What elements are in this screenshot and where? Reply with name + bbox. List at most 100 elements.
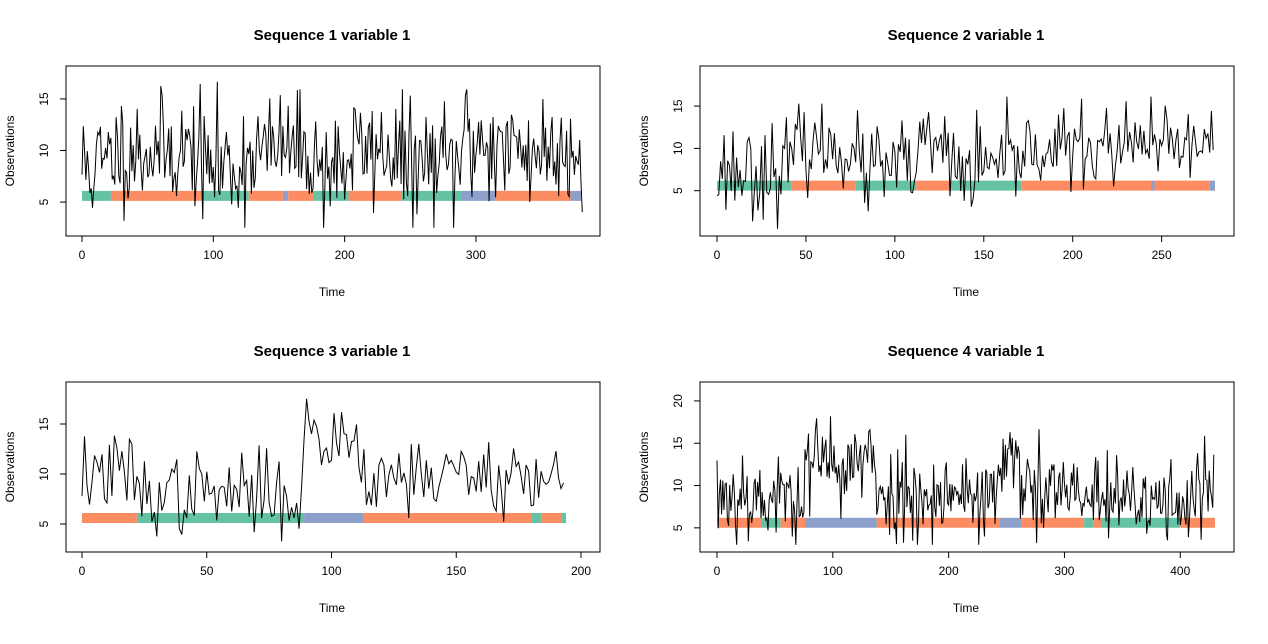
x-tick-label: 100: [203, 248, 223, 262]
observation-line: [716, 416, 1215, 545]
x-tick-label: 50: [200, 564, 214, 578]
y-tick-label: 20: [671, 394, 685, 408]
observation-line: [81, 398, 564, 542]
x-tick-label: 200: [939, 564, 959, 578]
x-tick-label: 0: [714, 564, 721, 578]
state-segment: [363, 513, 532, 523]
x-tick-label: 200: [571, 564, 591, 578]
y-axis-label: Observations: [3, 432, 17, 503]
y-tick-label: 10: [37, 467, 51, 481]
x-axis: 0 50 100 150 200: [79, 551, 591, 578]
x-axis: 0 100 200 300: [79, 235, 486, 262]
y-axis: 5 10 15 20: [671, 394, 701, 531]
x-tick-label: 100: [321, 564, 341, 578]
x-tick-label: 0: [79, 564, 86, 578]
state-segment: [461, 190, 496, 201]
observation-line: [81, 81, 583, 228]
state-segment: [248, 190, 283, 201]
y-tick-label: 15: [671, 99, 685, 113]
x-axis-label: Time: [953, 285, 980, 299]
state-segment: [1150, 180, 1155, 191]
x-axis-label: Time: [319, 601, 346, 615]
state-segment: [805, 517, 877, 528]
x-tick-label: 400: [1170, 564, 1190, 578]
state-segment: [531, 513, 542, 523]
state-segment: [1084, 517, 1094, 528]
chart-title: Sequence 1 variable 1: [254, 27, 411, 44]
state-segment: [791, 180, 856, 191]
state-segment: [495, 190, 571, 201]
state-segment: [999, 517, 1022, 528]
state-segment: [761, 517, 781, 528]
state-segment: [136, 513, 305, 523]
chart-title: Sequence 3 variable 1: [254, 343, 411, 360]
state-segment: [916, 180, 950, 191]
y-axis: 5 10 15: [37, 417, 67, 527]
panel-sequence-4: Sequence 4 variable 1 0 100 200 300 400 5 10 1…: [637, 343, 1235, 615]
state-segment: [1021, 517, 1085, 528]
y-axis-label: Observations: [637, 432, 651, 503]
x-tick-label: 0: [79, 248, 86, 262]
chart-title: Sequence 2 variable 1: [888, 27, 1045, 44]
x-tick-label: 250: [1152, 248, 1172, 262]
state-segment: [855, 180, 917, 191]
observation-line: [716, 96, 1214, 229]
y-axis-label: Observations: [3, 116, 17, 187]
x-tick-label: 150: [446, 564, 466, 578]
x-tick-label: 0: [714, 248, 721, 262]
y-tick-label: 5: [671, 187, 685, 194]
state-segment: [949, 180, 1022, 191]
x-tick-label: 150: [974, 248, 994, 262]
x-tick-label: 200: [335, 248, 355, 262]
y-tick-label: 15: [37, 417, 51, 431]
y-axis: 5 10 15: [37, 92, 67, 205]
y-tick-label: 15: [37, 92, 51, 106]
state-segment: [401, 190, 462, 201]
chart-title: Sequence 4 variable 1: [888, 343, 1045, 360]
x-axis-label: Time: [953, 601, 980, 615]
panel-sequence-1: Sequence 1 variable 1 0 100 200 300 5 10 15 T…: [3, 27, 601, 299]
state-segment: [876, 517, 1000, 528]
x-axis: 0 100 200 300 400: [714, 551, 1191, 578]
y-axis: 5 10 15: [671, 99, 701, 194]
y-tick-label: 5: [37, 198, 51, 205]
x-tick-label: 50: [799, 248, 813, 262]
panel-sequence-2: Sequence 2 variable 1 0 50 100 150 200 250 5 1…: [637, 27, 1235, 299]
y-axis-label: Observations: [637, 116, 651, 187]
state-segment: [82, 513, 137, 523]
state-segment: [201, 190, 249, 201]
state-segment: [304, 513, 364, 523]
x-tick-label: 100: [823, 564, 843, 578]
state-segment: [1154, 180, 1210, 191]
x-axis: 0 50 100 150 200 250: [714, 235, 1172, 262]
y-tick-label: 5: [671, 524, 685, 531]
y-tick-label: 10: [37, 144, 51, 158]
y-tick-label: 10: [671, 479, 685, 493]
y-tick-label: 10: [671, 141, 685, 155]
state-segment: [348, 190, 402, 201]
panel-sequence-3: Sequence 3 variable 1 0 50 100 150 200 5 10 15…: [3, 343, 601, 615]
state-segment: [110, 190, 202, 201]
state-band: [82, 190, 581, 201]
state-segment: [1180, 517, 1215, 528]
state-segment: [1209, 180, 1215, 191]
y-tick-label: 5: [37, 520, 51, 527]
state-segment: [541, 513, 562, 523]
state-segment: [1101, 517, 1181, 528]
state-segment: [288, 190, 314, 201]
x-tick-label: 100: [885, 248, 905, 262]
state-band: [717, 180, 1215, 191]
state-segment: [1021, 180, 1151, 191]
x-tick-label: 300: [466, 248, 486, 262]
state-segment: [82, 190, 111, 201]
x-tick-label: 300: [1054, 564, 1074, 578]
state-segment: [282, 190, 289, 201]
state-segment: [570, 190, 581, 201]
state-band: [82, 513, 567, 523]
state-segment: [717, 517, 762, 528]
state-segment: [1093, 517, 1102, 528]
state-segment: [561, 513, 567, 523]
x-tick-label: 200: [1063, 248, 1083, 262]
y-tick-label: 15: [671, 436, 685, 450]
